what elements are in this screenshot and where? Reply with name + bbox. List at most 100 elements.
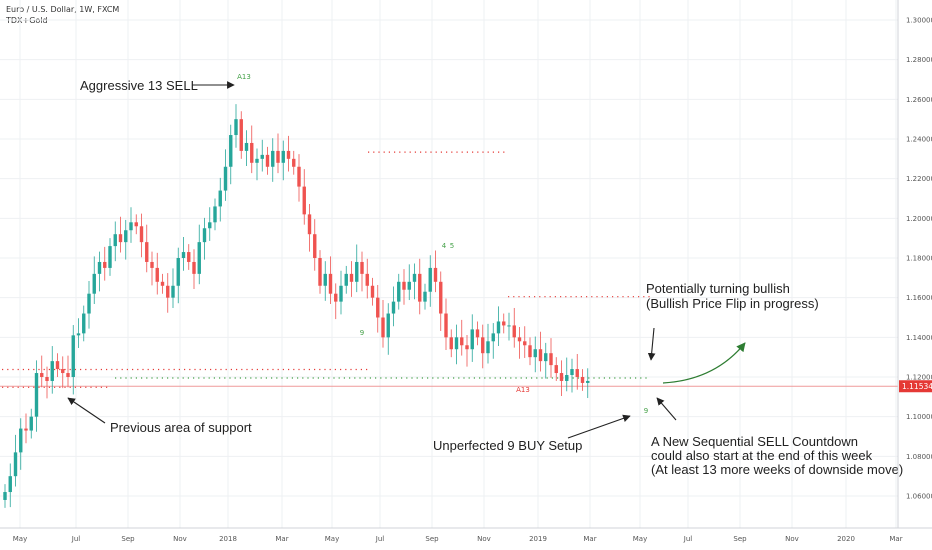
arrow-unperfected (567, 414, 631, 439)
candle-body (40, 373, 44, 377)
candle-body (97, 261, 102, 274)
x-tick-label: Mar (583, 535, 596, 543)
candle-body (71, 335, 75, 377)
x-tick-label: Jul (71, 535, 81, 543)
candle-body (124, 230, 128, 243)
candle-body (255, 158, 259, 163)
x-tick-label: Sep (733, 535, 747, 543)
candle-body (339, 285, 343, 302)
candle-body (544, 353, 548, 362)
candle-body (533, 349, 537, 358)
y-tick-label: 1.08000 (906, 453, 932, 461)
candle-body (465, 345, 469, 350)
candle-body (50, 361, 54, 381)
chart-title: Euro / U.S. Dollar, 1W, FXCM (6, 5, 120, 14)
y-tick-label: 1.20000 (906, 215, 932, 223)
candle-body (234, 119, 238, 136)
x-axis: May Jul Sep Nov 2018 Mar May Jul Sep Nov 2019 Mar Ma… (0, 527, 932, 543)
y-tick-label: 1.26000 (906, 96, 932, 104)
y-tick-label: 1.28000 (906, 56, 932, 64)
candle-body (145, 242, 149, 262)
candle-body (76, 333, 81, 336)
candle-body (155, 267, 159, 282)
annotation-potential-line2: (Bullish Price Flip in progress) (646, 296, 819, 311)
candle-body (129, 222, 133, 231)
candle-body (397, 281, 401, 302)
current-price-badge (899, 380, 932, 393)
x-tick-label: Nov (173, 535, 187, 543)
candles (3, 104, 590, 508)
candle-body (61, 369, 65, 374)
x-tick-label: 2018 (219, 535, 237, 543)
x-tick-label: May (13, 535, 27, 543)
arrow-potential (647, 327, 656, 361)
x-tick-label: Jul (683, 535, 693, 543)
candle-body (402, 281, 406, 290)
candle-body (444, 313, 448, 338)
candle-body (349, 273, 354, 282)
candle-body (575, 369, 579, 377)
candle-body (160, 281, 165, 286)
candle-body (491, 333, 495, 342)
candle-body (292, 158, 296, 167)
candle-body (502, 321, 506, 326)
candle-body (66, 373, 70, 377)
candle-body (192, 261, 196, 274)
candle-body (55, 361, 60, 370)
x-tick-label: Sep (121, 535, 135, 543)
candle-body (439, 281, 443, 314)
candle-body (150, 261, 154, 268)
candle-body (92, 273, 96, 294)
candle-body (271, 150, 275, 167)
candle-body (244, 142, 249, 151)
candle-body (29, 416, 33, 431)
candle-body (481, 337, 485, 354)
y-tick-label: 1.14000 (906, 334, 932, 342)
candle-body (365, 273, 369, 286)
candle-body (307, 214, 312, 235)
x-tick-label: Mar (275, 535, 288, 543)
candle-body (570, 369, 574, 376)
nine-buy-label-2: 9 (360, 329, 364, 337)
candle-body (229, 135, 233, 167)
candle-body (13, 452, 18, 477)
arrow-new-seq (656, 397, 677, 421)
annotation-new-seq-line3: (At least 13 more weeks of downside move… (651, 462, 903, 477)
y-tick-label: 1.22000 (906, 175, 932, 183)
y-tick-label: 1.18000 (906, 255, 932, 263)
candle-body (3, 492, 7, 500)
candle-body (538, 349, 543, 362)
grid (0, 0, 898, 528)
annotation-new-seq-line2: could also start at the end of this week (651, 448, 873, 463)
annotations: Aggressive 13 SELL Previous area of suppo… (67, 78, 903, 477)
y-tick-label: 1.10000 (906, 413, 932, 421)
candle-body (197, 242, 201, 274)
candle-body (318, 258, 322, 286)
candle-body (45, 377, 49, 381)
x-tick-label: May (633, 535, 647, 543)
candle-body (34, 373, 39, 417)
candle-body (19, 428, 23, 453)
candle-body (323, 273, 327, 286)
candle-body (507, 325, 511, 327)
candle-body (381, 317, 385, 338)
candle-body (103, 261, 107, 268)
candle-body (218, 190, 222, 207)
candle-body (344, 273, 348, 286)
x-tick-label: 2020 (837, 535, 855, 543)
x-tick-label: Sep (425, 535, 439, 543)
annotation-unperfected-9: Unperfected 9 BUY Setup (433, 438, 582, 453)
annotation-potential-line1: Potentially turning bullish (646, 281, 790, 296)
candle-body (370, 285, 375, 298)
candle-body (449, 337, 453, 350)
bullish-projection-arrow (662, 342, 746, 384)
support-levels (0, 151, 898, 388)
candle-body (423, 291, 427, 302)
candle-body (302, 186, 306, 215)
annotation-new-seq-line1: A New Sequential SELL Countdown (651, 434, 858, 449)
candle-body (428, 267, 432, 292)
count-four-label: 4 (442, 242, 447, 250)
y-tick-label: 1.24000 (906, 136, 932, 144)
candle-body (239, 119, 243, 151)
